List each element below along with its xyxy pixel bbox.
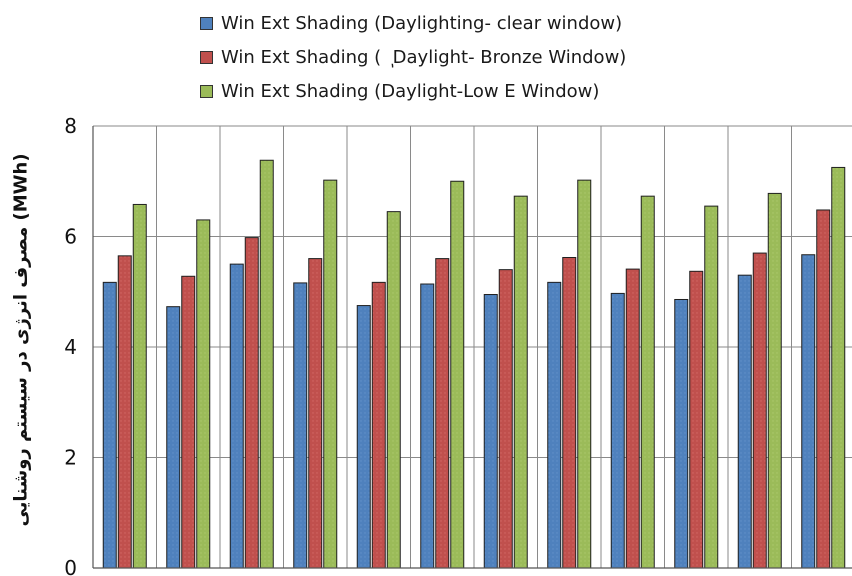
bar-clear (166, 306, 181, 569)
legend-swatch-clear (200, 16, 213, 30)
bar-bronze (435, 258, 450, 569)
legend-label-bronze: Win Ext Shading ( ٖ Daylight- Bronze Win… (221, 46, 627, 68)
y-tick-label: 6 (64, 225, 77, 249)
bar-bronze (308, 258, 323, 569)
bar-lowe (831, 166, 846, 569)
bar-lowe (513, 195, 528, 569)
legend-label-lowe: Win Ext Shading (Daylight-Low E Window) (221, 80, 600, 102)
bar-lowe (196, 219, 211, 569)
bar-bronze (244, 237, 259, 569)
legend-item-clear: Win Ext Shading (Daylighting- clear wind… (200, 6, 626, 40)
bar-clear (229, 263, 244, 569)
bar-clear (102, 281, 117, 569)
bar-bronze (181, 275, 196, 569)
bar-bronze (816, 209, 831, 569)
legend-item-lowe: Win Ext Shading (Daylight-Low E Window) (200, 74, 626, 108)
bar-clear (610, 292, 625, 569)
bar-clear (483, 294, 498, 569)
legend-label-clear: Win Ext Shading (Daylighting- clear wind… (221, 12, 623, 34)
legend-item-bronze: Win Ext Shading ( ٖ Daylight- Bronze Win… (200, 40, 626, 74)
bar-lowe (259, 159, 274, 569)
legend-swatch-lowe (200, 84, 213, 98)
y-tick-label: 8 (64, 114, 77, 138)
y-tick-label: 4 (64, 335, 77, 359)
legend-swatch-bronze (200, 50, 213, 64)
bar-clear (420, 283, 435, 569)
bar-lowe (450, 180, 465, 569)
bar-clear (356, 305, 371, 569)
bar-clear (674, 298, 689, 569)
bar-clear (293, 282, 308, 569)
y-tick-label: 0 (64, 556, 77, 576)
bar-lowe (577, 179, 592, 569)
bar-bronze (117, 255, 132, 569)
bar-bronze (752, 252, 767, 569)
bar-lowe (767, 192, 782, 569)
bar-clear (547, 281, 562, 569)
bar-lowe (323, 179, 338, 569)
y-tick-label: 2 (64, 446, 77, 470)
bar-lowe (386, 211, 401, 569)
bar-lowe (132, 203, 147, 569)
bar-bronze (562, 256, 577, 569)
bar-bronze (371, 281, 386, 569)
bar-clear (737, 274, 752, 569)
bar-bronze (625, 268, 640, 569)
bar-lowe (704, 205, 719, 569)
bar-bronze (498, 269, 513, 569)
legend: Win Ext Shading (Daylighting- clear wind… (200, 6, 626, 108)
bar-bronze (689, 270, 704, 569)
bar-clear (801, 254, 816, 569)
bar-lowe (640, 195, 655, 569)
